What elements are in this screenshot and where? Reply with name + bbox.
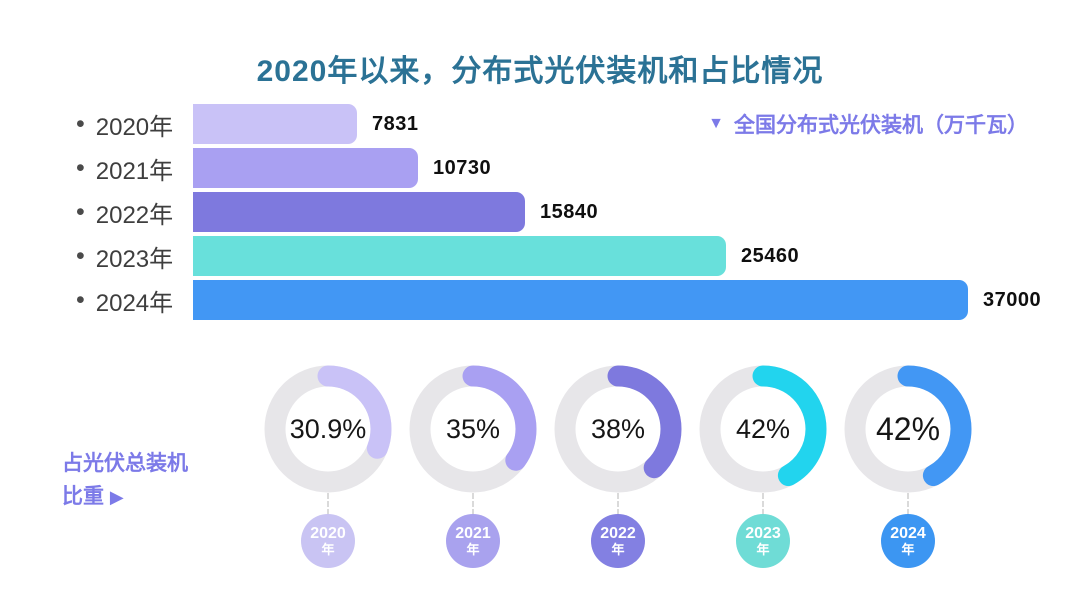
bar-value-2024: 37000 [983, 288, 1042, 311]
bar-legend: ▼ 全国分布式光伏装机（万千瓦） [708, 109, 1028, 139]
donut-ring-icon [264, 365, 392, 493]
axis-label-2023: • 2023年 [76, 236, 173, 276]
donut-column-2021: 35% 2021 年 [408, 364, 538, 576]
bullet-icon: • [76, 109, 85, 138]
year-badge-2022: 2022 年 [591, 514, 645, 568]
badge-suffix: 年 [756, 541, 770, 557]
axis-label-2020: • 2020年 [76, 104, 173, 144]
bar-2020 [193, 104, 357, 144]
connector-line [617, 493, 619, 515]
donut-ring-icon [844, 365, 972, 493]
bar-2023 [193, 236, 726, 276]
badge-suffix: 年 [901, 541, 915, 557]
connector-line [762, 493, 764, 515]
bar-row-2023: • 2023年 25460 [0, 236, 1080, 276]
donut-ring-icon [699, 365, 827, 493]
badge-year: 2020 [310, 524, 346, 542]
donut-percent-2024: 42% [875, 410, 941, 447]
connector-line [907, 493, 909, 515]
year-label: 2021年 [95, 157, 174, 185]
triangle-down-icon: ▼ [708, 115, 724, 132]
bar-2024 [193, 280, 968, 320]
donut-percent-2023: 42% [735, 413, 791, 444]
connector-line [327, 493, 329, 515]
year-badge-2023: 2023 年 [736, 514, 790, 568]
donut-2023: 42% [698, 364, 828, 494]
badge-suffix: 年 [466, 541, 480, 557]
bar-row-2020: • 2020年 7831 [0, 104, 1080, 144]
bar-row-2021: • 2021年 10730 [0, 148, 1080, 188]
caption-line1: 占光伏总装机 [62, 452, 188, 475]
donut-percent-2022: 38% [590, 413, 646, 444]
triangle-right-icon: ▶ [109, 487, 124, 507]
donut-column-2024: 42% 2024 年 [843, 364, 973, 576]
axis-label-2022: • 2022年 [76, 192, 173, 232]
caption-line2-text: 比重 [62, 485, 104, 508]
badge-year: 2022 [600, 524, 636, 542]
bar-value-2020: 7831 [372, 112, 419, 135]
year-label: 2022年 [95, 201, 174, 229]
donut-percent-2021: 35% [445, 413, 501, 444]
chart-title: 2020年以来，分布式光伏装机和占比情况 [256, 55, 824, 88]
donut-percent-2020: 30.9% [289, 413, 367, 444]
donut-ring-icon [409, 365, 537, 493]
bullet-icon: • [76, 153, 85, 182]
bar-value-2023: 25460 [741, 244, 800, 267]
bar-row-2022: • 2022年 15840 [0, 192, 1080, 232]
donut-column-2022: 38% 2022 年 [553, 364, 683, 576]
year-badge-2024: 2024 年 [881, 514, 935, 568]
bullet-icon: • [76, 241, 85, 270]
year-label: 2023年 [95, 245, 174, 273]
badge-year: 2024 [890, 524, 926, 542]
donut-2021: 35% [408, 364, 538, 494]
bar-2021 [193, 148, 418, 188]
donut-column-2020: 30.9% 2020 年 [263, 364, 393, 576]
badge-year: 2023 [745, 524, 781, 542]
legend-label: 全国分布式光伏装机（万千瓦） [734, 114, 1028, 137]
bar-2022 [193, 192, 525, 232]
year-badge-2020: 2020 年 [301, 514, 355, 568]
axis-label-2021: • 2021年 [76, 148, 173, 188]
year-badge-2021: 2021 年 [446, 514, 500, 568]
year-label: 2024年 [95, 289, 174, 317]
badge-suffix: 年 [611, 541, 625, 557]
bar-value-2022: 15840 [540, 200, 599, 223]
connector-line [472, 493, 474, 515]
donut-2020: 30.9% [263, 364, 393, 494]
bar-row-2024: • 2024年 37000 [0, 280, 1080, 320]
badge-suffix: 年 [321, 541, 335, 557]
donut-section-caption: 占光伏总装机 比重 ▶ [62, 447, 188, 514]
axis-label-2024: • 2024年 [76, 280, 173, 320]
donut-2024: 42% [843, 364, 973, 494]
bullet-icon: • [76, 197, 85, 226]
donut-2022: 38% [553, 364, 683, 494]
badge-year: 2021 [455, 524, 491, 542]
donut-column-2023: 42% 2023 年 [698, 364, 828, 576]
caption-line2: 比重 ▶ [62, 480, 188, 514]
donut-ring-icon [554, 365, 682, 493]
year-label: 2020年 [95, 113, 174, 141]
bullet-icon: • [76, 285, 85, 314]
bar-value-2021: 10730 [433, 156, 492, 179]
